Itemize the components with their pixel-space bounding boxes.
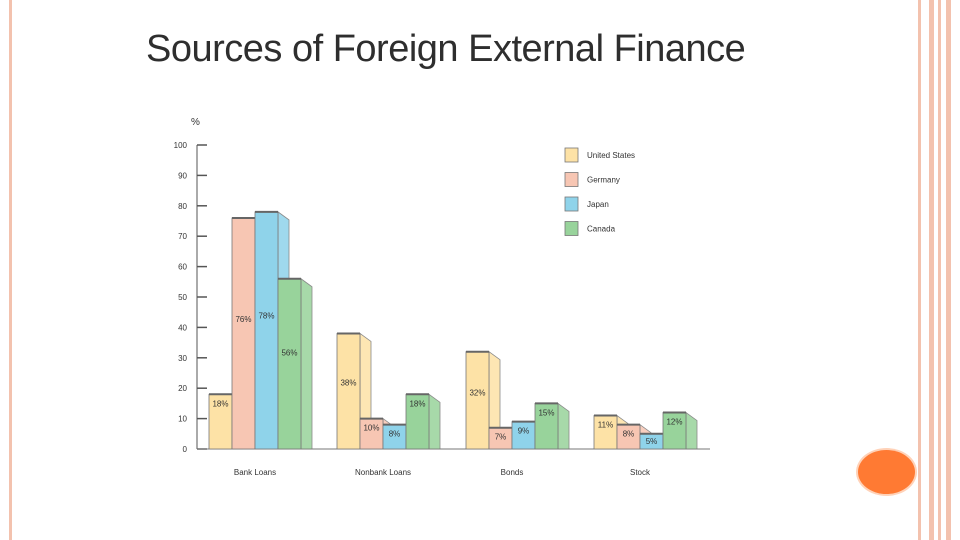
data-label: 18% [212,399,228,408]
y-axis-label: % [191,117,200,128]
y-tick-label: 30 [178,354,187,363]
data-label: 8% [623,430,635,439]
slide-border-right-stripe [938,0,941,540]
data-label: 76% [235,315,251,324]
legend-label: United States [587,151,635,160]
legend-swatch [564,172,579,187]
y-tick-label: 100 [174,141,188,150]
y-tick-label: 80 [178,202,187,211]
data-label: 7% [495,433,507,442]
slide-border-right-stripe [929,0,934,540]
bar-side [300,277,313,450]
data-label: 10% [363,424,379,433]
y-tick-label: 50 [178,293,187,302]
data-label: 38% [340,378,356,387]
bar-side [685,411,698,450]
data-label: 12% [666,418,682,427]
legend-label: Japan [587,200,609,209]
data-label: 78% [258,312,274,321]
y-tick-label: 60 [178,263,187,272]
data-label: 5% [646,437,658,446]
legend-label: Germany [587,176,620,185]
slide-border-right-stripe [946,0,951,540]
x-tick-label: Nonbank Loans [355,468,411,477]
data-label: 11% [598,421,613,430]
legend-swatch [564,147,579,163]
bar [254,211,279,450]
x-tick-label: Bank Loans [234,468,276,477]
bar [231,217,256,450]
x-tick-label: Stock [630,468,651,477]
y-tick-label: 40 [178,323,187,332]
data-label: 8% [389,430,401,439]
data-label: 56% [281,348,297,357]
legend-swatch [564,196,579,212]
data-label: 18% [409,399,425,408]
data-label: 9% [518,427,530,436]
data-label: 15% [538,408,554,417]
legend-label: Canada [587,225,616,234]
bar [277,278,302,450]
legend-swatch [564,221,579,236]
bar-side [428,393,441,450]
data-label: 32% [469,388,485,397]
slide-title: Sources of Foreign External Finance [146,28,746,70]
bar [465,351,490,450]
y-tick-label: 20 [178,384,187,393]
y-tick-label: 10 [178,415,187,424]
slide-border-right [918,0,921,540]
x-tick-label: Bonds [501,468,524,477]
bar [336,333,361,450]
y-tick-label: 0 [183,445,188,454]
slide-border-left [9,0,12,540]
bar-side [557,402,570,450]
y-tick-label: 70 [178,232,187,241]
y-tick-label: 90 [178,171,187,180]
decorative-circle [858,450,915,494]
